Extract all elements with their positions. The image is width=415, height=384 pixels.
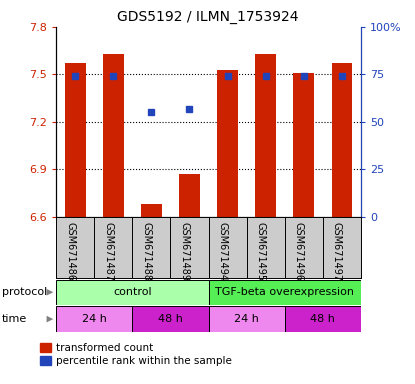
- Text: GSM671488: GSM671488: [142, 222, 151, 281]
- Bar: [255, 54, 276, 217]
- Bar: [65, 63, 85, 217]
- Text: TGF-beta overexpression: TGF-beta overexpression: [215, 287, 354, 297]
- Bar: [217, 70, 238, 217]
- Legend: transformed count, percentile rank within the sample: transformed count, percentile rank withi…: [41, 343, 232, 366]
- Bar: [103, 54, 124, 217]
- Bar: [209, 306, 285, 332]
- Text: GSM671487: GSM671487: [103, 222, 113, 281]
- Text: control: control: [113, 287, 151, 297]
- Text: 48 h: 48 h: [158, 314, 183, 324]
- Bar: [293, 73, 314, 217]
- Text: GDS5192 / ILMN_1753924: GDS5192 / ILMN_1753924: [117, 10, 298, 23]
- Text: 24 h: 24 h: [82, 314, 107, 324]
- Text: GSM671496: GSM671496: [294, 222, 304, 281]
- Text: GSM671486: GSM671486: [65, 222, 75, 281]
- Text: GSM671494: GSM671494: [217, 222, 227, 281]
- Text: GSM671489: GSM671489: [179, 222, 190, 281]
- Bar: [332, 63, 352, 217]
- Text: time: time: [2, 314, 27, 324]
- Text: 24 h: 24 h: [234, 314, 259, 324]
- Bar: [209, 280, 361, 305]
- Text: 48 h: 48 h: [310, 314, 335, 324]
- Text: GSM671495: GSM671495: [256, 222, 266, 281]
- Bar: [179, 174, 200, 217]
- Bar: [56, 306, 132, 332]
- Bar: [141, 204, 162, 217]
- Text: protocol: protocol: [2, 287, 47, 297]
- Text: GSM671497: GSM671497: [332, 222, 342, 281]
- Bar: [56, 280, 209, 305]
- Bar: [285, 306, 361, 332]
- Bar: [132, 306, 209, 332]
